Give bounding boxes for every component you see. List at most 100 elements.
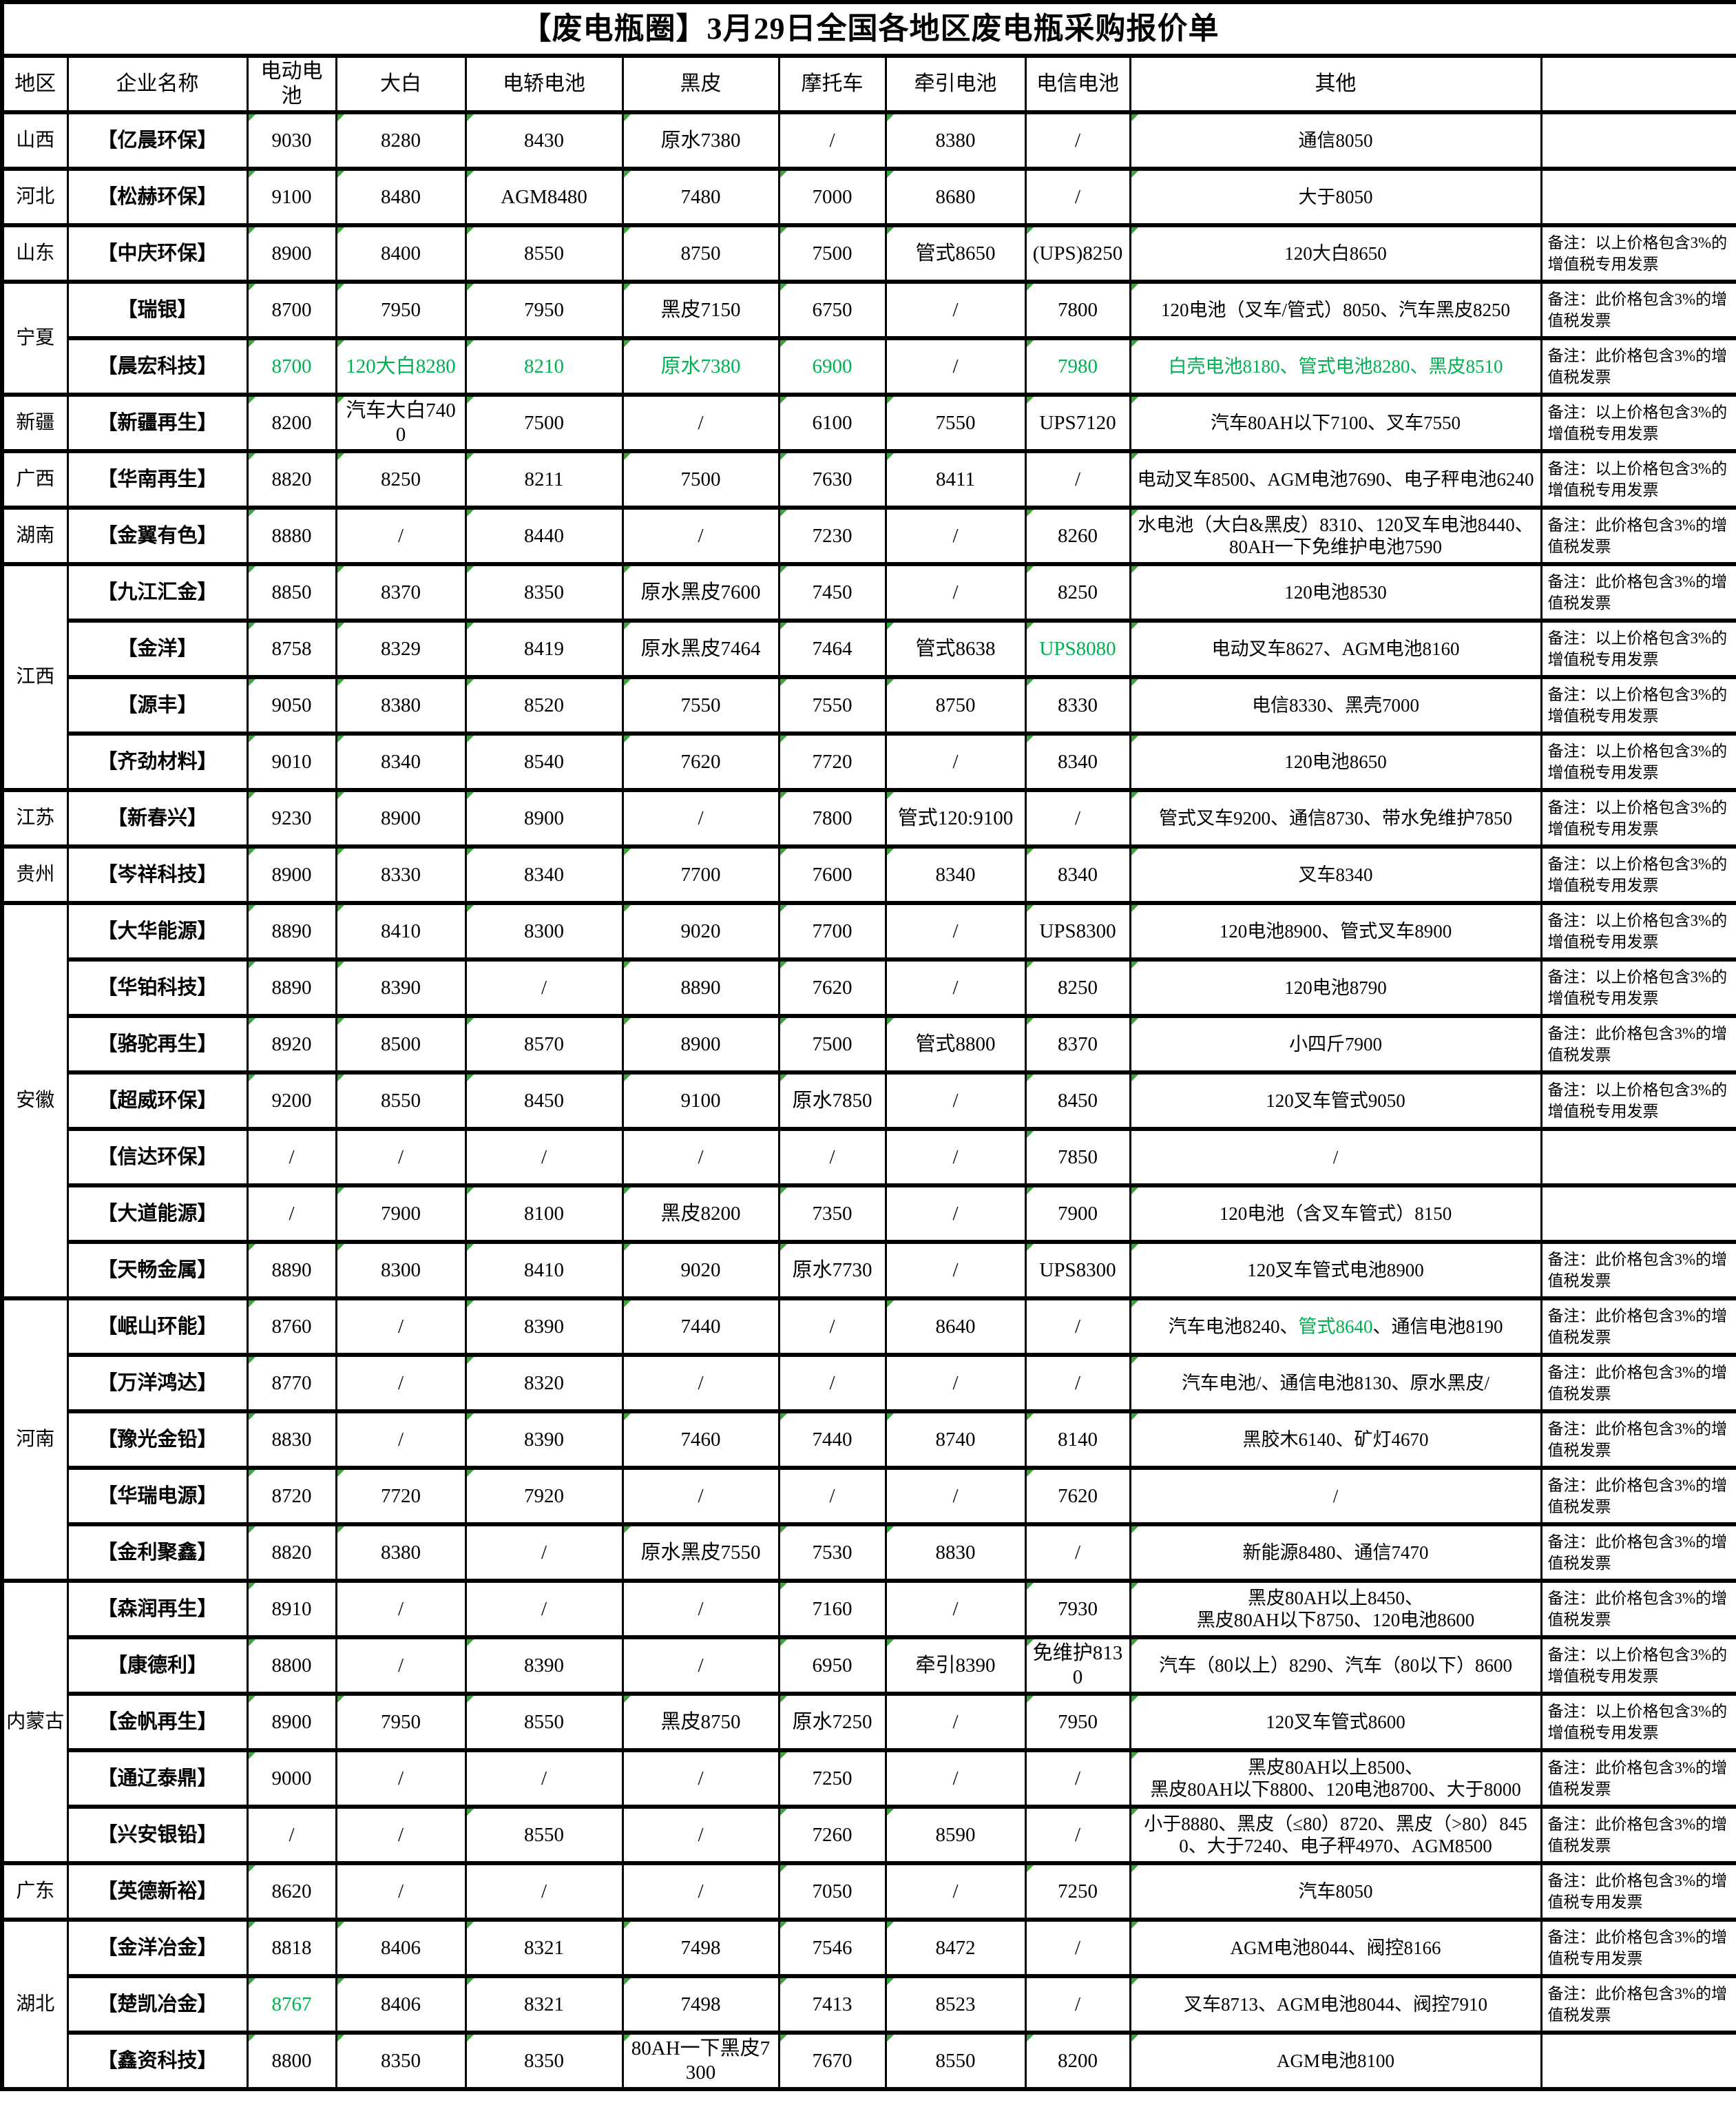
price-cell: 管式8638 xyxy=(884,619,1027,679)
company-name: 【大华能源】 xyxy=(66,901,249,962)
price-cell: 汽车电池8240、管式8640、通信电池8190 xyxy=(1129,1296,1542,1357)
company-name: 【金利聚鑫】 xyxy=(66,1522,249,1583)
price-cell: 管式8800 xyxy=(884,1014,1027,1075)
price-cell: / xyxy=(335,1127,467,1187)
price-cell: / xyxy=(621,788,780,849)
price-cell: 8340 xyxy=(1024,844,1131,905)
note-cell: 备注：此价格包含3%的增值税专用发票 xyxy=(1540,1918,1736,1978)
price-cell: 叉车8340 xyxy=(1129,844,1542,905)
price-cell: 8550 xyxy=(464,223,624,284)
region-cell: 湖南 xyxy=(1,506,69,566)
price-cell: 电动叉车8627、AGM电池8160 xyxy=(1129,619,1542,679)
price-cell: 7900 xyxy=(335,1183,467,1244)
company-name: 【兴安银铅】 xyxy=(66,1805,249,1865)
price-cell: / xyxy=(884,506,1027,566)
table-row: 【豫光金铅】 8830/8390 7460 7440 8740 8140 黑胶木6140、矿… xyxy=(2,1409,1736,1470)
table-row: 山东 【中庆环保】 8900 8400 8550 8750 7500 管式8650 (UPS)8… xyxy=(1,223,1736,284)
note-cell xyxy=(1540,1127,1736,1187)
price-cell: 汽车（80以上）8290、汽车（80以下）8600 xyxy=(1129,1635,1542,1696)
company-name: 【天畅金属】 xyxy=(66,1240,249,1300)
price-cell: 原水7380 xyxy=(621,336,780,397)
price-cell: / xyxy=(464,1522,624,1583)
price-cell: 8900 xyxy=(621,1014,780,1075)
price-cell: 7930 xyxy=(1024,1579,1131,1639)
note-cell: 备注：以上价格包含3%的增值税专用发票 xyxy=(1540,731,1736,792)
price-cell: / xyxy=(777,110,887,171)
price-cell: 汽车电池/、通信电池8130、原水黑皮/ xyxy=(1129,1353,1542,1413)
price-text: 、通信电池8190 xyxy=(1372,1316,1503,1337)
region-cell: 广西 xyxy=(1,449,69,510)
price-cell: 8390 xyxy=(335,957,467,1018)
price-cell: 白壳电池8180、管式电池8280、黑皮8510 xyxy=(1129,336,1542,397)
price-cell: 8550 xyxy=(464,1805,624,1865)
price-cell: / xyxy=(621,1861,780,1922)
price-cell: 7720 xyxy=(335,1466,467,1526)
price-cell: 8920 xyxy=(246,1014,337,1075)
company-name: 【晨宏科技】 xyxy=(66,336,249,397)
price-cell: 8340 xyxy=(464,844,624,905)
company-name: 【瑞银】 xyxy=(66,280,249,340)
price-cell: 黑胶木6140、矿灯4670 xyxy=(1129,1409,1542,1470)
company-name: 【亿晨环保】 xyxy=(66,110,249,171)
table-row: 江苏 【新春兴】 9230 8900 8900/7800 管式120:9100/管式叉车9… xyxy=(1,788,1736,849)
price-cell: / xyxy=(1129,1127,1542,1187)
price-cell: 7920 xyxy=(464,1466,624,1526)
price-cell: 7950 xyxy=(464,280,624,340)
price-cell: 9020 xyxy=(621,1240,780,1300)
price-cell: / xyxy=(464,1861,624,1922)
price-cell: 9030 xyxy=(246,110,337,171)
company-name: 【英德新裕】 xyxy=(66,1861,249,1922)
company-name: 【金洋】 xyxy=(66,619,249,679)
region-cell: 内蒙古 xyxy=(1,1579,69,1865)
price-cell: 原水黑皮7464 xyxy=(621,619,780,679)
price-cell: 7670 xyxy=(777,2031,887,2091)
table-row: 【天畅金属】 8890 8300 8410 9020 原水7730/UPS8300 120叉… xyxy=(2,1240,1736,1300)
price-cell: 7413 xyxy=(777,1974,887,2035)
price-cell: 9000 xyxy=(246,1748,337,1809)
header-row: 地区 企业名称 电动电池 大白 电轿电池 黑皮 摩托车 牵引电池 电信电池 其他 xyxy=(1,54,1736,114)
price-cell: / xyxy=(1024,167,1131,227)
price-cell: 7950 xyxy=(335,1692,467,1752)
region-cell: 广东 xyxy=(1,1861,69,1922)
price-cell: 汽车大白7400 xyxy=(335,393,467,453)
price-cell: 8411 xyxy=(884,449,1027,510)
price-cell: 7550 xyxy=(884,393,1027,453)
price-cell: 7464 xyxy=(777,619,887,679)
price-cell: 原水黑皮7600 xyxy=(621,562,780,623)
price-cell: 7250 xyxy=(777,1748,887,1809)
price-cell: 8900 xyxy=(464,788,624,849)
company-name: 【中庆环保】 xyxy=(66,223,249,284)
price-cell: 7700 xyxy=(621,844,780,905)
table-row: 【通辽泰鼎】 9000///7250// 黑皮80AH以上8500、 黑皮80AH以… xyxy=(2,1748,1736,1809)
price-cell: 8800 xyxy=(246,2031,337,2091)
price-cell: 8900 xyxy=(246,1692,337,1752)
price-cell: 8330 xyxy=(1024,675,1131,736)
price-cell: 牵引8390 xyxy=(884,1635,1027,1696)
table-row: 【兴安银铅】 //8550/7260 8590/小于8880、黑皮（≤80）8720… xyxy=(2,1805,1736,1865)
price-cell: / xyxy=(1024,1353,1131,1413)
price-cell: 黑皮80AH以上8500、 黑皮80AH以下8800、120电池8700、大于8… xyxy=(1129,1748,1542,1809)
price-cell: 原水7250 xyxy=(777,1692,887,1752)
price-cell: 8472 xyxy=(884,1918,1027,1978)
price-cell: 7620 xyxy=(777,957,887,1018)
price-cell: 8410 xyxy=(464,1240,624,1300)
price-cell: 7630 xyxy=(777,449,887,510)
price-cell: / xyxy=(1024,449,1131,510)
price-cell: 8350 xyxy=(464,2031,624,2091)
price-cell: 原水7730 xyxy=(777,1240,887,1300)
table-row: 【楚凯冶金】 8767 8406 8321 7498 7413 8523/叉车8713、AG… xyxy=(2,1974,1736,2035)
price-cell: (UPS)8250 xyxy=(1024,223,1131,284)
price-cell: 原水7850 xyxy=(777,1070,887,1131)
price-cell: 120电池（含叉车管式）8150 xyxy=(1129,1183,1542,1244)
company-name: 【岑祥科技】 xyxy=(66,844,249,905)
price-cell: AGM电池8100 xyxy=(1129,2031,1542,2091)
price-cell: 8890 xyxy=(246,1240,337,1300)
region-cell: 安徽 xyxy=(1,901,69,1300)
price-cell: 7500 xyxy=(777,223,887,284)
price-cell: 8740 xyxy=(884,1409,1027,1470)
price-cell: 7500 xyxy=(464,393,624,453)
company-name: 【新疆再生】 xyxy=(66,393,249,453)
price-cell: 8450 xyxy=(464,1070,624,1131)
price-cell: 7550 xyxy=(777,675,887,736)
